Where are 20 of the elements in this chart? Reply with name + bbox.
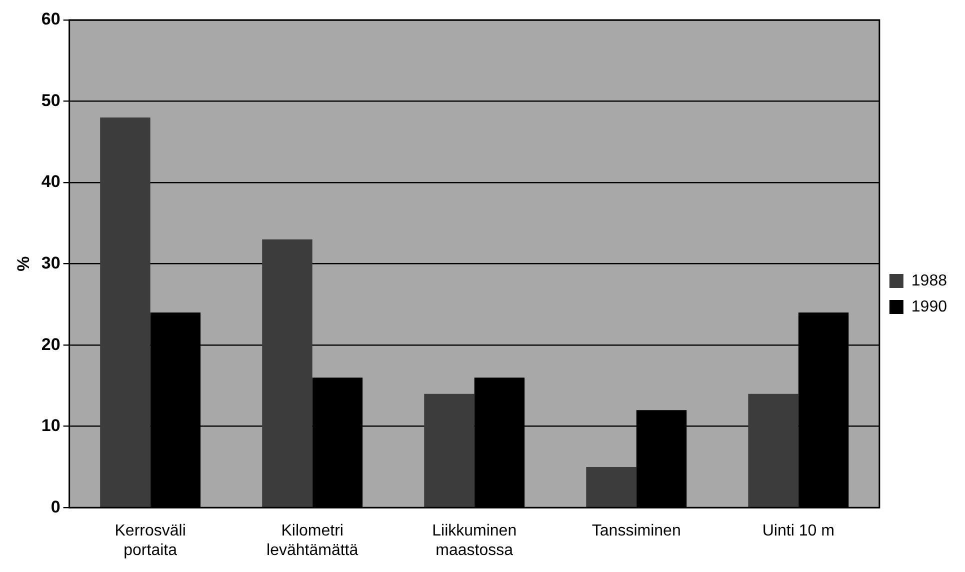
y-tick-label: 0: [50, 497, 60, 516]
bar: [424, 394, 474, 507]
x-tick-label: Uinti 10 m: [762, 522, 834, 540]
x-tick-label: Kilometri levähtämättä: [266, 522, 358, 559]
y-tick-label: 10: [41, 416, 60, 436]
legend-label: 1990: [911, 298, 948, 316]
bar: [748, 394, 798, 507]
bar: [100, 118, 150, 507]
legend-label: 1988: [911, 272, 948, 290]
y-tick-label: 40: [41, 172, 60, 192]
y-axis-title: %: [14, 256, 33, 272]
bar: [262, 239, 312, 507]
y-tick-label: 60: [41, 10, 60, 29]
bar: [586, 466, 636, 507]
x-tick-label: Kerrosväli portaita: [114, 522, 186, 559]
y-tick-label: 20: [41, 334, 60, 354]
y-tick-label: 30: [41, 253, 60, 272]
y-tick-label: 50: [41, 90, 60, 110]
x-tick-label: Liikkuminen maastossa: [432, 522, 517, 559]
x-tick-label: Tanssiminen: [592, 522, 681, 540]
